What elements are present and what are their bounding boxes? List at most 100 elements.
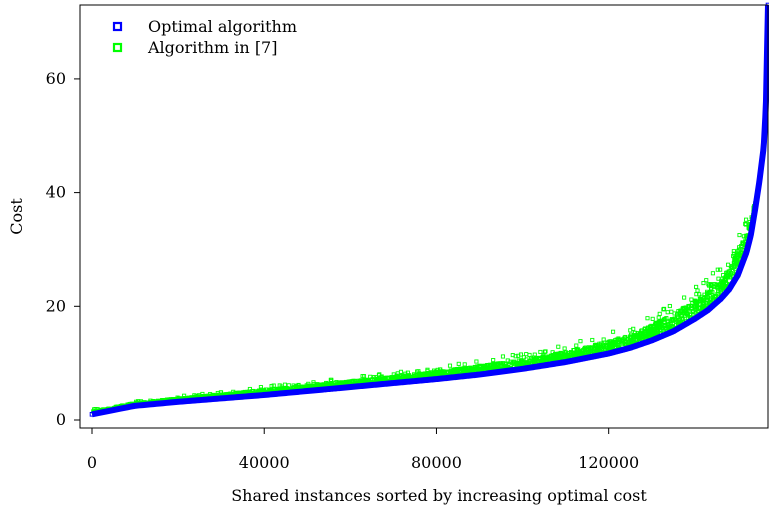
algorithm-7-point: [731, 249, 736, 254]
algorithm-7-point: [710, 271, 715, 276]
algorithm-7-point: [556, 344, 561, 349]
algorithm-7-point: [636, 334, 641, 339]
algorithm-7-point: [671, 324, 676, 329]
legend-label: Optimal algorithm: [148, 17, 297, 36]
algorithm-7-point: [701, 281, 706, 286]
algorithm-7-point: [740, 241, 745, 246]
optimal-algorithm-point: [348, 384, 353, 390]
optimal-algorithm-point: [606, 351, 611, 356]
algorithm-7-point: [291, 383, 296, 388]
algorithm-7-point: [741, 234, 746, 239]
algorithm-7-point: [609, 341, 614, 346]
algorithm-7-point: [743, 222, 748, 227]
algorithm-7-point: [370, 377, 375, 382]
algorithm-7-point: [470, 366, 475, 371]
algorithm-7-point: [592, 344, 597, 349]
algorithm-7-point: [657, 311, 662, 316]
algorithm-7-point: [505, 358, 510, 363]
algorithm-7-point: [590, 337, 595, 343]
algorithm-7-point: [743, 221, 748, 226]
algorithm-7-point: [563, 350, 568, 355]
algorithm-7-point: [538, 349, 543, 355]
algorithm-7-point: [374, 377, 379, 382]
optimal-algorithm-point: [705, 307, 711, 313]
algorithm-7-point: [379, 374, 384, 379]
algorithm-7-point: [498, 363, 503, 368]
optimal-algorithm-point: [692, 316, 698, 322]
plot-points: [89, 2, 769, 418]
algorithm-7-point: [645, 325, 650, 330]
algorithm-7-point: [524, 352, 529, 357]
algorithm-7-point: [562, 346, 567, 351]
algorithm-7-point: [574, 343, 579, 348]
algorithm-7-point: [516, 353, 521, 358]
algorithm-7-point: [730, 271, 735, 276]
algorithm-7-point: [465, 366, 471, 371]
algorithm-7-point: [425, 368, 430, 373]
algorithm-7-point: [721, 273, 726, 278]
algorithm-7-point: [722, 285, 727, 290]
algorithm-7-point: [605, 343, 610, 348]
algorithm-7-point: [706, 282, 711, 287]
algorithm-7-point: [639, 328, 645, 333]
algorithm-7-point: [645, 316, 650, 321]
algorithm-7-point: [474, 359, 479, 364]
y-tick-label: 0: [56, 410, 66, 429]
legend: Optimal algorithm Algorithm in [7]: [112, 17, 297, 57]
algorithm-7-point: [694, 284, 699, 289]
algorithm-7-point: [655, 320, 660, 325]
algorithm-7-point: [447, 363, 453, 368]
algorithm-7-point: [725, 274, 730, 279]
algorithm-7-point: [665, 322, 670, 327]
algorithm-7-point: [675, 314, 680, 319]
optimal-algorithm-point: [261, 392, 267, 398]
algorithm-7-point: [662, 325, 668, 330]
optimal-algorithm-point: [563, 359, 568, 365]
optimal-algorithm-point: [752, 207, 758, 212]
algorithm-7-point: [708, 287, 714, 292]
optimal-algorithm-point: [434, 376, 439, 382]
algorithm-7-point: [456, 361, 461, 366]
algorithm-7-point: [702, 302, 707, 307]
algorithm-7-point: [628, 328, 633, 333]
optimal-algorithm-point: [175, 399, 181, 405]
algorithm-7-point: [572, 351, 577, 356]
algorithm-7-point: [441, 369, 446, 374]
algorithm-7-point: [662, 306, 667, 311]
algorithm-7-point: [272, 387, 277, 392]
algorithm-7-point: [667, 303, 672, 309]
algorithm-7-point: [597, 343, 602, 348]
algorithm-7-point: [676, 320, 681, 326]
algorithm-7-point: [692, 304, 697, 309]
algorithm-7-point: [527, 352, 532, 358]
optimal-algorithm-point: [757, 178, 762, 184]
algorithm-7-point: [631, 339, 636, 344]
series-algorithm-7: [91, 17, 769, 416]
algorithm-7-point: [744, 217, 749, 222]
algorithm-7-point: [705, 289, 710, 294]
algorithm-7-point: [651, 324, 657, 329]
algorithm-7-point: [398, 369, 404, 374]
algorithm-7-point: [328, 377, 333, 382]
algorithm-7-point: [586, 348, 591, 353]
algorithm-7-point: [334, 380, 339, 385]
x-axis: 0 40000 80000 120000: [87, 428, 639, 472]
algorithm-7-point: [697, 297, 702, 302]
algorithm-7-point: [491, 362, 496, 367]
algorithm-7-point: [680, 306, 685, 311]
algorithm-7-point: [626, 336, 631, 341]
optimal-algorithm-point: [132, 403, 138, 409]
algorithm-7-point: [647, 324, 653, 329]
algorithm-7-point: [614, 337, 619, 342]
algorithm-7-point: [735, 253, 740, 258]
algorithm-7-point: [687, 309, 692, 314]
legend-marker: [112, 42, 123, 53]
algorithm-7-point: [661, 307, 666, 312]
algorithm-7-point: [712, 282, 717, 287]
optimal-algorithm-point: [520, 366, 525, 372]
x-tick-label: 40000: [239, 453, 290, 472]
algorithm-7-point: [568, 350, 573, 356]
algorithm-7-point: [540, 355, 545, 360]
algorithm-7-point: [664, 316, 669, 321]
algorithm-7-point: [705, 297, 710, 303]
